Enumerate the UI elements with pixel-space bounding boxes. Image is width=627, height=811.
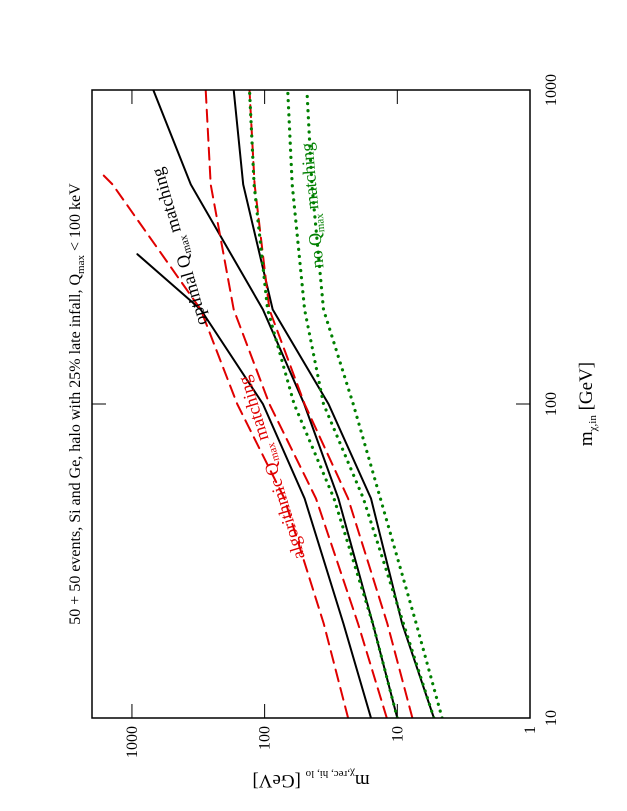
annotation-sub: max — [265, 441, 282, 463]
chart-title: 50 + 50 events, Si and Ge, halo with 25%… — [67, 183, 87, 625]
annotation-sub: max — [314, 212, 328, 232]
annotation-sub: max — [177, 233, 194, 255]
x-axis-label-tail: [GeV] — [576, 362, 597, 415]
y-axis-label-main: m — [355, 770, 370, 791]
annotation-main: algorithmic Q — [260, 460, 309, 562]
series-line — [248, 90, 414, 718]
series-line — [247, 90, 399, 718]
annotation-tail: matching — [147, 166, 186, 240]
y-tick-label: 1000 — [124, 726, 141, 758]
y-axis-label-tail: [GeV] — [252, 770, 305, 791]
series-line — [204, 90, 388, 718]
series-line — [98, 170, 350, 718]
y-tick-label: 1 — [522, 726, 539, 734]
series-line — [305, 90, 444, 718]
chart-title-main: 50 + 50 events, Si and Ge, halo with 25%… — [67, 274, 84, 625]
y-tick-label: 100 — [257, 726, 274, 750]
y-tick-label: 10 — [389, 726, 406, 742]
annotation-tail: matching — [297, 142, 323, 215]
y-axis-label: mχ,rec, hi, lo [GeV] — [252, 768, 369, 791]
series-line — [136, 253, 372, 718]
plot-frame — [91, 89, 531, 719]
annotation: no Qmax matching — [297, 142, 331, 269]
y-axis-label-sub: χ,rec, hi, lo — [305, 768, 356, 780]
x-tick-label: 100 — [543, 392, 560, 416]
rotated-plot: 10 100 1000 1 10 100 1000 50 + 50 events, Si an… — [67, 74, 599, 791]
x-axis-label-main: m — [576, 431, 597, 446]
x-axis-label-sub: χ,in — [587, 415, 599, 433]
x-tick-label: 10 — [543, 710, 560, 726]
chart-title-tail: < 100 keV — [67, 183, 84, 255]
series-line — [286, 90, 436, 718]
x-axis-label: mχ,in [GeV] — [576, 362, 599, 446]
chart-title-sub: max — [75, 255, 87, 274]
annotation-main: no Q — [304, 232, 327, 269]
annotation: optimal Qmax matching — [147, 165, 214, 328]
x-tick-label: 1000 — [543, 74, 560, 106]
series-line — [152, 90, 399, 718]
